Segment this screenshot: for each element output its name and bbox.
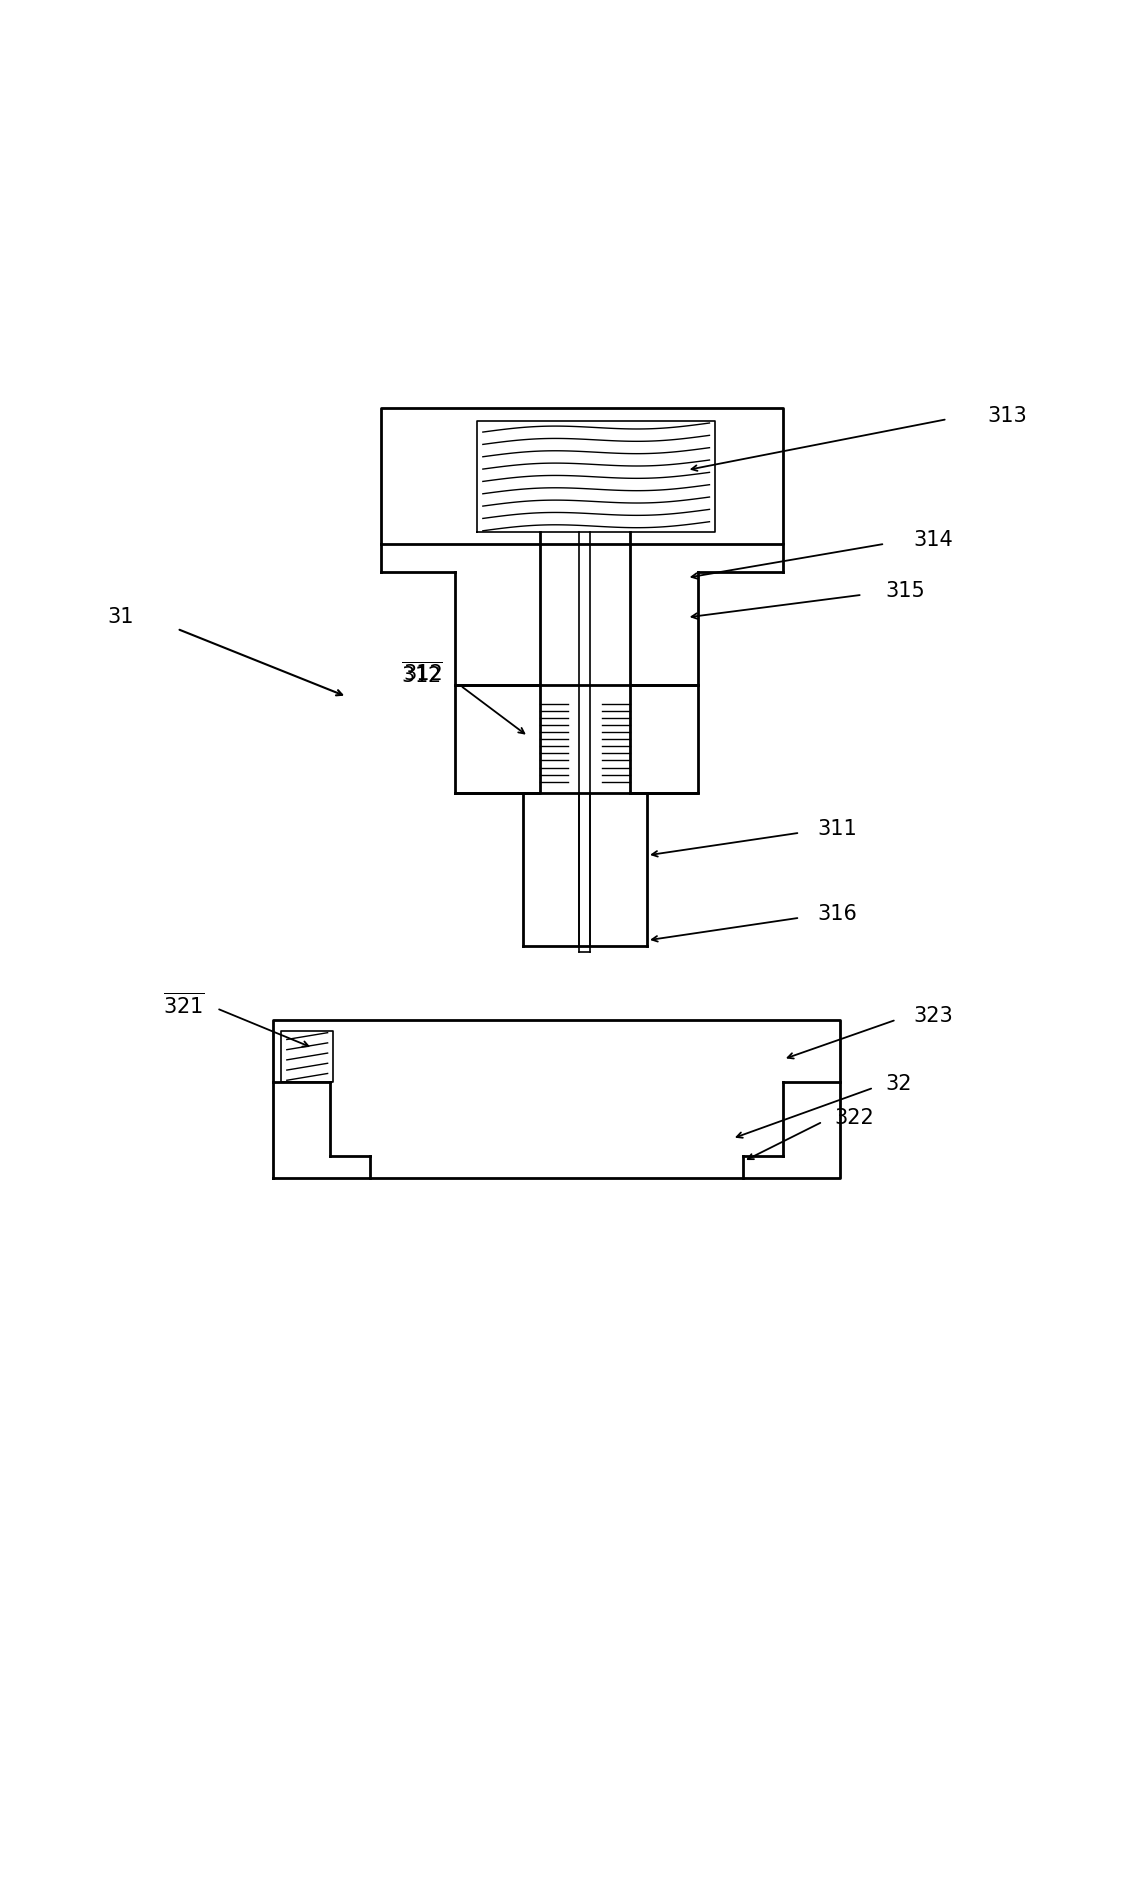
Text: 313: 313 xyxy=(988,405,1027,426)
Text: 316: 316 xyxy=(817,904,857,925)
Text: 31: 31 xyxy=(107,607,133,628)
Text: 314: 314 xyxy=(913,530,953,551)
Text: 32: 32 xyxy=(885,1075,912,1094)
Text: 323: 323 xyxy=(913,1007,953,1025)
Text: 311: 311 xyxy=(817,819,857,840)
Text: 322: 322 xyxy=(834,1109,874,1128)
Text: $\overline{321}$: $\overline{321}$ xyxy=(163,991,205,1018)
Text: 312: 312 xyxy=(404,664,443,685)
Text: $\overline{312}$: $\overline{312}$ xyxy=(401,662,443,687)
Text: 315: 315 xyxy=(885,581,924,602)
